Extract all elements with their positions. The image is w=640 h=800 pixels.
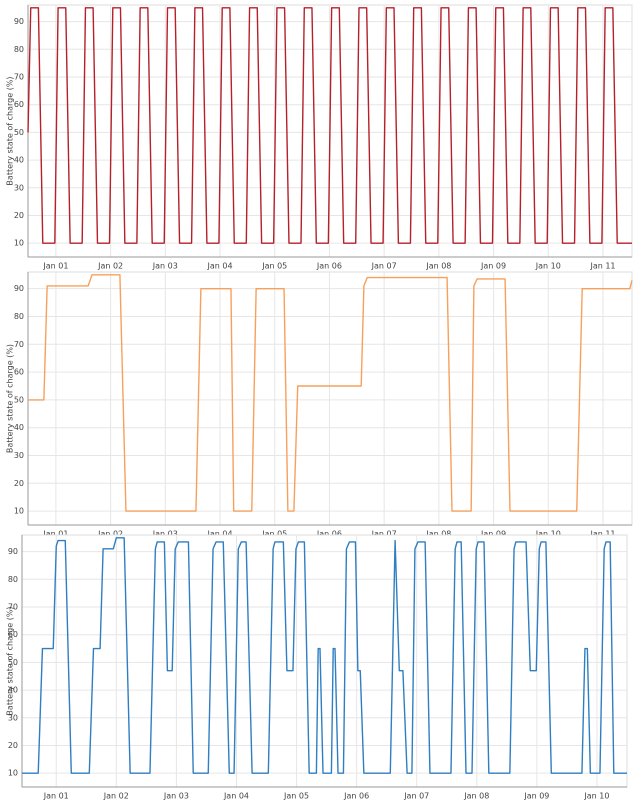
x-tick-label: Jan 02 (97, 262, 123, 271)
x-tick-label: Jan 08 (425, 262, 451, 271)
y-tick-label: 10 (8, 769, 18, 778)
y-tick-label: 20 (14, 479, 24, 488)
x-tick-label: Jan 09 (523, 792, 549, 800)
x-tick-label: Jan 03 (152, 530, 178, 539)
y-tick-label: 70 (14, 340, 24, 349)
x-tick-label: Jan 09 (480, 530, 506, 539)
x-tick-label: Jan 03 (152, 262, 178, 271)
x-tick-label: Jan 08 (425, 530, 451, 539)
x-tick-label: Jan 06 (343, 792, 369, 800)
x-tick-label: Jan 07 (403, 792, 429, 800)
y-axis-label: Battery state of charge (%) (6, 344, 15, 453)
y-tick-label: 70 (8, 603, 18, 612)
x-tick-label: Jan 05 (261, 262, 287, 271)
y-tick-label: 80 (14, 45, 24, 54)
y-tick-label: 20 (14, 211, 24, 220)
y-tick-label: 50 (14, 395, 24, 404)
x-tick-label: Jan 01 (42, 262, 68, 271)
x-tick-label: Jan 04 (223, 792, 249, 800)
x-tick-label: Jan 07 (371, 262, 397, 271)
y-tick-label: 60 (8, 630, 18, 639)
y-tick-label: 70 (14, 73, 24, 82)
x-tick-label: Jan 10 (535, 530, 561, 539)
x-tick-label: Jan 06 (316, 262, 342, 271)
plot-area (27, 271, 633, 526)
data-line (22, 537, 627, 774)
y-tick-label: 50 (8, 658, 18, 667)
x-tick-label: Jan 03 (163, 792, 189, 800)
y-tick-label: 80 (14, 312, 24, 321)
data-line (28, 274, 633, 512)
y-tick-label: 90 (14, 284, 24, 293)
y-tick-label: 90 (8, 547, 18, 556)
x-tick-label: Jan 10 (583, 792, 609, 800)
x-tick-label: Jan 11 (589, 530, 615, 539)
x-tick-label: Jan 09 (480, 262, 506, 271)
y-tick-label: 40 (14, 156, 24, 165)
x-tick-label: Jan 02 (97, 530, 123, 539)
y-tick-label: 60 (14, 100, 24, 109)
y-tick-label: 50 (14, 128, 24, 137)
x-tick-label: Jan 05 (283, 792, 309, 800)
y-axis-label: Battery state of charge (%) (6, 76, 15, 185)
x-tick-label: Jan 05 (261, 530, 287, 539)
y-tick-label: 20 (8, 741, 18, 750)
x-tick-label: Jan 11 (589, 262, 615, 271)
x-tick-label: Jan 02 (103, 792, 129, 800)
y-tick-label: 40 (8, 686, 18, 695)
y-axis-label: Battery state of charge (%) (6, 606, 15, 715)
y-tick-label: 30 (14, 183, 24, 192)
x-tick-label: Jan 04 (207, 530, 233, 539)
y-tick-label: 10 (14, 507, 24, 516)
x-tick-label: Jan 10 (535, 262, 561, 271)
x-tick-label: Jan 07 (371, 530, 397, 539)
y-tick-label: 30 (14, 451, 24, 460)
y-tick-label: 10 (14, 239, 24, 248)
y-tick-label: 30 (8, 713, 18, 722)
x-tick-label: Jan 08 (463, 792, 489, 800)
x-tick-label: Jan 04 (207, 262, 233, 271)
x-tick-label: Jan 01 (42, 530, 68, 539)
y-tick-label: 40 (14, 423, 24, 432)
x-tick-label: Jan 06 (316, 530, 342, 539)
data-line (27, 7, 632, 244)
y-tick-label: 60 (14, 368, 24, 377)
y-tick-label: 80 (8, 575, 18, 584)
y-tick-label: 90 (14, 17, 24, 26)
x-tick-label: Jan 01 (43, 792, 69, 800)
